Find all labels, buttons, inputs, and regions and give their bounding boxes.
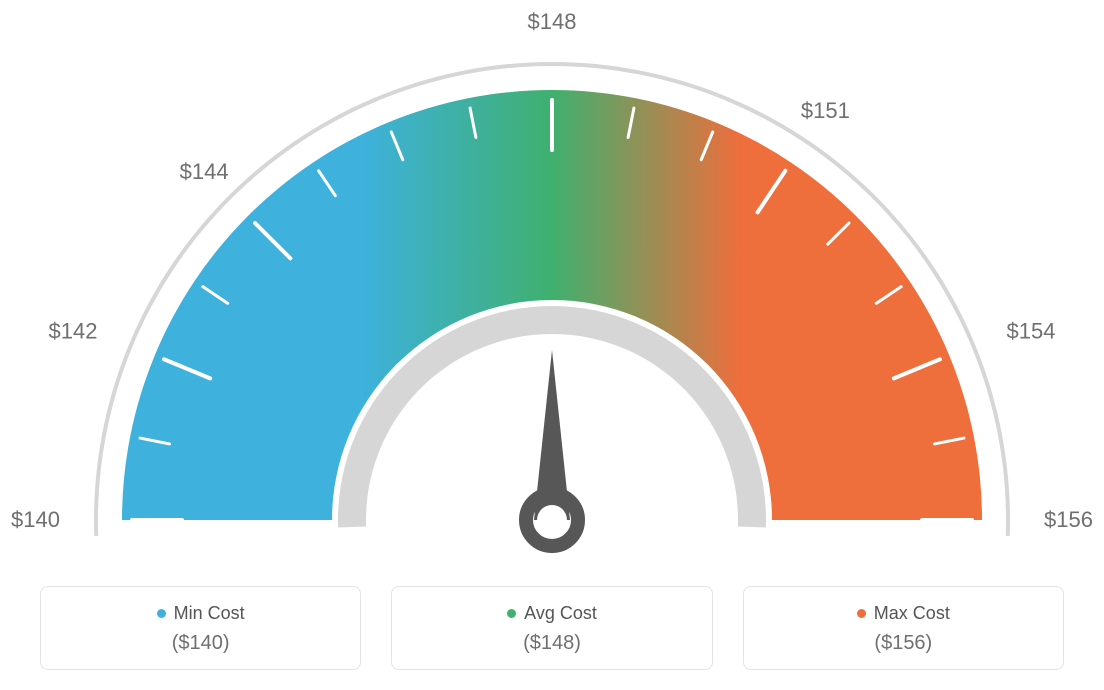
min-cost-value: ($140) (51, 632, 350, 655)
max-cost-value: ($156) (754, 632, 1053, 655)
gauge-tick-label: $154 (1007, 319, 1056, 344)
min-cost-title: Min Cost (51, 603, 350, 624)
avg-cost-label: Avg Cost (524, 603, 597, 623)
gauge-tick-label: $144 (180, 159, 229, 184)
gauge-tick-label: $140 (11, 507, 60, 532)
gauge-svg: $140 $142 $144 $148 $151 $154 $156 (0, 0, 1104, 560)
avg-cost-card: Avg Cost ($148) (391, 586, 712, 670)
avg-cost-value: ($148) (402, 632, 701, 655)
min-cost-card: Min Cost ($140) (40, 586, 361, 670)
min-dot-icon (157, 609, 166, 618)
max-dot-icon (857, 609, 866, 618)
max-cost-card: Max Cost ($156) (743, 586, 1064, 670)
avg-dot-icon (507, 609, 516, 618)
gauge-area: $140 $142 $144 $148 $151 $154 $156 (0, 0, 1104, 560)
gauge-tick-label: $156 (1044, 507, 1093, 532)
min-cost-label: Min Cost (174, 603, 245, 623)
avg-cost-title: Avg Cost (402, 603, 701, 624)
gauge-tick-label: $151 (801, 98, 850, 123)
summary-cards: Min Cost ($140) Avg Cost ($148) Max Cost… (40, 586, 1064, 670)
gauge-chart-container: $140 $142 $144 $148 $151 $154 $156 Min Cost ($… (0, 0, 1104, 690)
gauge-tick-label: $142 (48, 319, 97, 344)
max-cost-label: Max Cost (874, 603, 950, 623)
gauge-needle-hub-inner (537, 505, 567, 535)
max-cost-title: Max Cost (754, 603, 1053, 624)
gauge-tick-label: $148 (528, 9, 577, 34)
